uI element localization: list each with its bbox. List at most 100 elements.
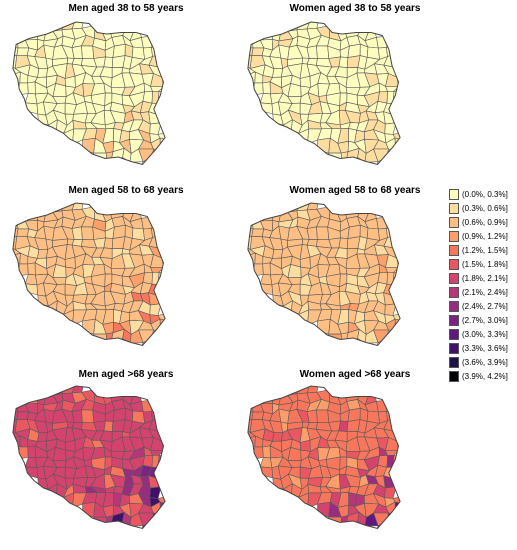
legend-item: (3.0%, 3.3%] [449, 329, 517, 342]
panel-title: Women aged >68 years [299, 369, 411, 380]
panel-title: Women aged 38 to 58 years [289, 3, 421, 14]
legend-item: (2.7%, 3.0%] [449, 315, 517, 328]
district-cell [157, 312, 166, 323]
district-cell [262, 262, 271, 276]
district-map [247, 202, 401, 347]
district-cell [37, 68, 49, 78]
districts [12, 386, 166, 529]
legend-swatch [449, 203, 459, 214]
panel-title: Women aged 58 to 68 years [289, 185, 421, 196]
district-cell [386, 454, 395, 468]
district-cell [37, 249, 49, 259]
legend-label: (3.0%, 3.3%] [462, 330, 508, 339]
legend-swatch [449, 329, 459, 340]
panel-title: Men aged >68 years [78, 369, 174, 380]
district-cell [259, 92, 273, 105]
district-cell [262, 81, 271, 95]
country-border [247, 21, 401, 166]
legend-label: (0.3%, 0.6%] [462, 204, 508, 213]
district-cell [81, 409, 95, 424]
districts [247, 386, 401, 529]
legend-swatch [449, 231, 459, 242]
legend-swatch [449, 301, 459, 312]
legend-swatch [449, 357, 459, 368]
legend-item: (0.3%, 0.6%] [449, 203, 517, 216]
district-cell [386, 512, 397, 525]
district-cell [12, 218, 19, 230]
district-map [12, 21, 166, 166]
districts [12, 203, 166, 346]
district-cell [251, 228, 265, 238]
district-cell [151, 454, 160, 468]
district-cell [394, 501, 401, 516]
district-cell [247, 401, 254, 413]
district-cell [316, 45, 330, 60]
legend-swatch [449, 273, 459, 284]
district-cell [24, 273, 38, 286]
district-map [12, 385, 166, 530]
district-cell [103, 420, 114, 433]
district-cell [16, 411, 30, 421]
district-cell [151, 512, 162, 525]
district-cell [16, 228, 30, 238]
district-cell [12, 37, 19, 49]
district-cell [159, 137, 166, 152]
district-cell [157, 495, 166, 506]
district-cell [392, 312, 401, 323]
legend-swatch [449, 189, 459, 200]
districts [247, 203, 401, 346]
district-cell [247, 218, 254, 230]
district-cell [299, 75, 311, 88]
district-cell [316, 226, 330, 241]
legend-swatch [449, 287, 459, 298]
district-cell [338, 237, 349, 250]
country-border [12, 21, 166, 166]
district-cell [262, 445, 271, 459]
legend-label: (0.6%, 0.9%] [462, 218, 508, 227]
district-cell [386, 90, 395, 104]
district-cell [151, 271, 160, 285]
district-cell [12, 401, 19, 413]
district-cell [272, 249, 284, 259]
district-cell [299, 439, 311, 452]
district-cell [259, 273, 273, 286]
legend-label: (0.9%, 1.2%] [462, 232, 508, 241]
legend-swatch [449, 371, 459, 382]
district-cell [81, 226, 95, 241]
district-map [12, 202, 166, 347]
district-cell [338, 420, 349, 433]
country-border [12, 385, 166, 530]
legend-label: (1.8%, 2.1%] [462, 274, 508, 283]
legend-item: (1.5%, 1.8%] [449, 259, 517, 272]
district-cell [392, 90, 401, 104]
legend-item: (1.2%, 1.5%] [449, 245, 517, 258]
district-cell [103, 237, 114, 250]
district-cell [64, 75, 76, 88]
district-cell [64, 439, 76, 452]
district-cell [157, 271, 166, 285]
district-cell [157, 131, 166, 142]
district-cell [392, 495, 401, 506]
district-cell [392, 131, 401, 142]
district-cell [157, 90, 166, 104]
legend-item: (1.8%, 2.1%] [449, 273, 517, 286]
legend-label: (1.2%, 1.5%] [462, 246, 508, 255]
district-cell [151, 148, 162, 161]
district-map [247, 21, 401, 166]
district-cell [338, 56, 349, 69]
district-cell [151, 329, 162, 342]
districts [247, 22, 401, 165]
district-cell [316, 409, 330, 424]
district-cell [27, 262, 36, 276]
district-cell [299, 256, 311, 269]
legend-label: (2.4%, 2.7%] [462, 302, 508, 311]
district-cell [27, 81, 36, 95]
panel-title: Men aged 58 to 68 years [68, 185, 184, 196]
district-cell [159, 501, 166, 516]
country-border [247, 385, 401, 530]
legend-item: (3.9%, 4.2%] [449, 371, 517, 384]
legend-label: (2.1%, 2.4%] [462, 288, 508, 297]
legend-label: (3.9%, 4.2%] [462, 372, 508, 381]
legend-item: (3.3%, 3.6%] [449, 343, 517, 356]
panel-title: Men aged 38 to 58 years [68, 3, 184, 14]
